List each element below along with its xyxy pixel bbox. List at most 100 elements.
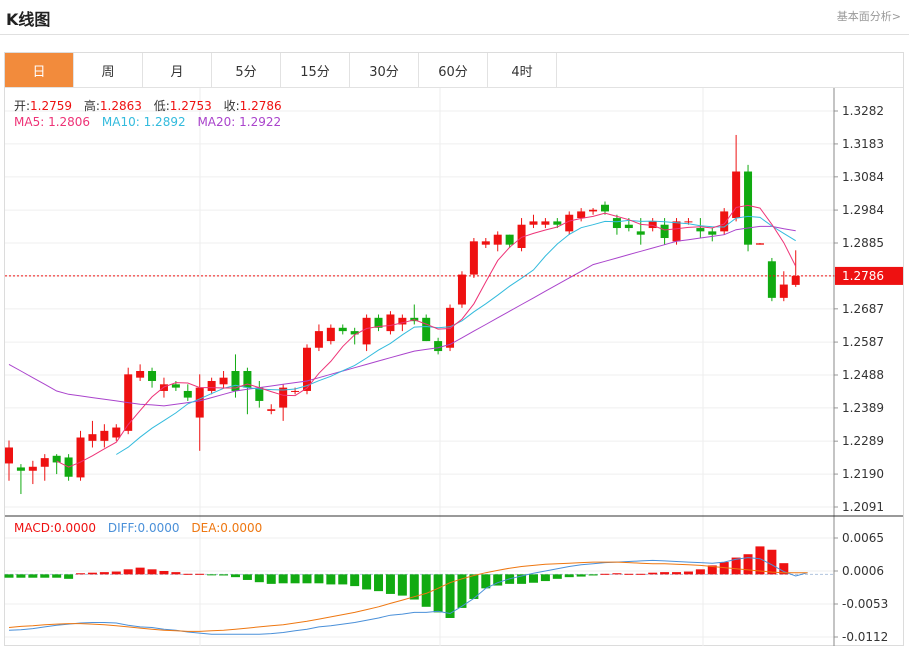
candle-up xyxy=(541,221,550,225)
candle-up xyxy=(5,447,13,464)
price-tick-label: 1.2389 xyxy=(842,401,884,415)
candle-up xyxy=(76,437,85,478)
tab-60min[interactable]: 60分 xyxy=(419,53,488,87)
ma20-label: MA20: xyxy=(197,115,236,129)
macd-bar-negative xyxy=(278,574,288,584)
price-tick-label: 1.2091 xyxy=(842,500,884,514)
header-divider xyxy=(0,34,909,35)
macd-bar-positive xyxy=(183,573,193,575)
candle-down xyxy=(624,224,633,229)
macd-bar-negative xyxy=(564,574,574,578)
macd-bar-positive xyxy=(731,557,741,575)
macd-bar-negative xyxy=(230,574,240,578)
price-tick-label: 1.2488 xyxy=(842,368,884,382)
macd-bar-negative xyxy=(374,574,384,592)
tab-day[interactable]: 日 xyxy=(5,53,74,87)
candle-up xyxy=(589,209,598,212)
macd-legend: MACD:0.0000 DIFF:0.0000 DEA:0.0000 xyxy=(14,521,262,535)
close-label: 收: xyxy=(223,99,240,113)
candle-down xyxy=(255,387,264,401)
macd-label: MACD: xyxy=(14,521,55,535)
macd-bar-negative xyxy=(4,574,14,578)
macd-tick-label: 0.0006 xyxy=(842,564,884,578)
candle-down xyxy=(601,204,609,212)
tab-30min[interactable]: 30分 xyxy=(350,53,419,87)
macd-bar-negative xyxy=(385,574,395,594)
period-tabs: 日 周 月 5分 15分 30分 60分 4时 xyxy=(5,53,557,87)
price-tick-label: 1.2885 xyxy=(842,236,884,250)
candle-up xyxy=(779,284,788,298)
candle-down xyxy=(708,231,717,235)
candle-down xyxy=(434,341,443,352)
tab-15min[interactable]: 15分 xyxy=(281,53,350,87)
ma-legend: MA5: 1.2806 MA10: 1.2892 MA20: 1.2922 xyxy=(14,115,281,129)
candle-down xyxy=(171,384,180,388)
candle-up xyxy=(362,317,371,345)
macd-bar-positive xyxy=(660,572,670,575)
candle-up xyxy=(481,241,490,245)
candle-up xyxy=(398,317,407,325)
macd-bar-negative xyxy=(16,574,26,578)
candle-up xyxy=(40,458,49,467)
candle-up xyxy=(720,211,729,232)
macd-bar-positive xyxy=(123,569,133,575)
dea-label: DEA: xyxy=(191,521,221,535)
candle-up xyxy=(684,221,693,223)
candle-up xyxy=(195,387,204,418)
macd-bar-negative xyxy=(40,574,50,578)
candle-up xyxy=(672,221,681,242)
price-tick-label: 1.2687 xyxy=(842,302,884,316)
tab-5min[interactable]: 5分 xyxy=(212,53,281,87)
macd-bar-negative xyxy=(326,574,336,585)
macd-bar-negative xyxy=(242,574,252,580)
high-value: 1.2863 xyxy=(99,99,142,113)
candle-down xyxy=(243,371,252,388)
macd-bar-positive xyxy=(76,573,86,575)
candle-up xyxy=(386,314,395,332)
macd-bar-positive xyxy=(600,573,610,575)
high-label: 高: xyxy=(83,99,100,113)
ma10-value: 1.2892 xyxy=(143,115,186,129)
tab-month[interactable]: 月 xyxy=(143,53,212,87)
macd-bar-positive xyxy=(672,572,682,575)
macd-bar-negative xyxy=(457,574,467,608)
macd-bar-positive xyxy=(159,571,169,575)
candle-down xyxy=(52,455,61,463)
macd-bar-negative xyxy=(314,574,324,584)
macd-bar-positive xyxy=(636,573,646,575)
price-tick-label: 1.3084 xyxy=(842,170,884,184)
fundamental-analysis-link[interactable]: 基本面分析> xyxy=(836,10,901,23)
ma20-line xyxy=(8,225,796,407)
price-tick-label: 1.3282 xyxy=(842,104,884,118)
macd-bar-positive xyxy=(99,572,109,575)
macd-bar-negative xyxy=(421,574,431,607)
tab-4hour[interactable]: 4时 xyxy=(488,53,557,87)
candle-up xyxy=(136,371,145,378)
macd-bar-negative xyxy=(219,574,229,576)
candle-down xyxy=(148,371,157,381)
macd-tick-label: -0.0053 xyxy=(842,597,888,611)
current-price-label: 1.2786 xyxy=(842,269,884,283)
ohlc-legend: 开:1.2759 高:1.2863 低:1.2753 收:1.2786 xyxy=(14,97,282,114)
macd-bar-positive xyxy=(171,572,181,575)
macd-bar-negative xyxy=(207,574,217,576)
macd-tick-label: -0.0112 xyxy=(842,630,888,644)
diff-line xyxy=(8,557,808,635)
candle-up xyxy=(469,241,478,275)
candle-up xyxy=(207,380,216,391)
macd-value: 0.0000 xyxy=(54,521,97,535)
tab-week[interactable]: 周 xyxy=(74,53,143,87)
candle-up xyxy=(88,434,97,441)
macd-bar-positive xyxy=(767,549,777,575)
macd-bar-negative xyxy=(469,574,479,599)
candle-down xyxy=(612,218,621,229)
candle-up xyxy=(529,221,538,225)
macd-bar-negative xyxy=(52,574,62,578)
candle-up xyxy=(219,377,228,385)
ma5-line xyxy=(56,204,797,468)
diff-label: DIFF: xyxy=(107,521,138,535)
close-value: 1.2786 xyxy=(239,99,282,113)
price-tick-label: 1.2984 xyxy=(842,203,884,217)
price-tick-label: 1.2587 xyxy=(842,335,884,349)
